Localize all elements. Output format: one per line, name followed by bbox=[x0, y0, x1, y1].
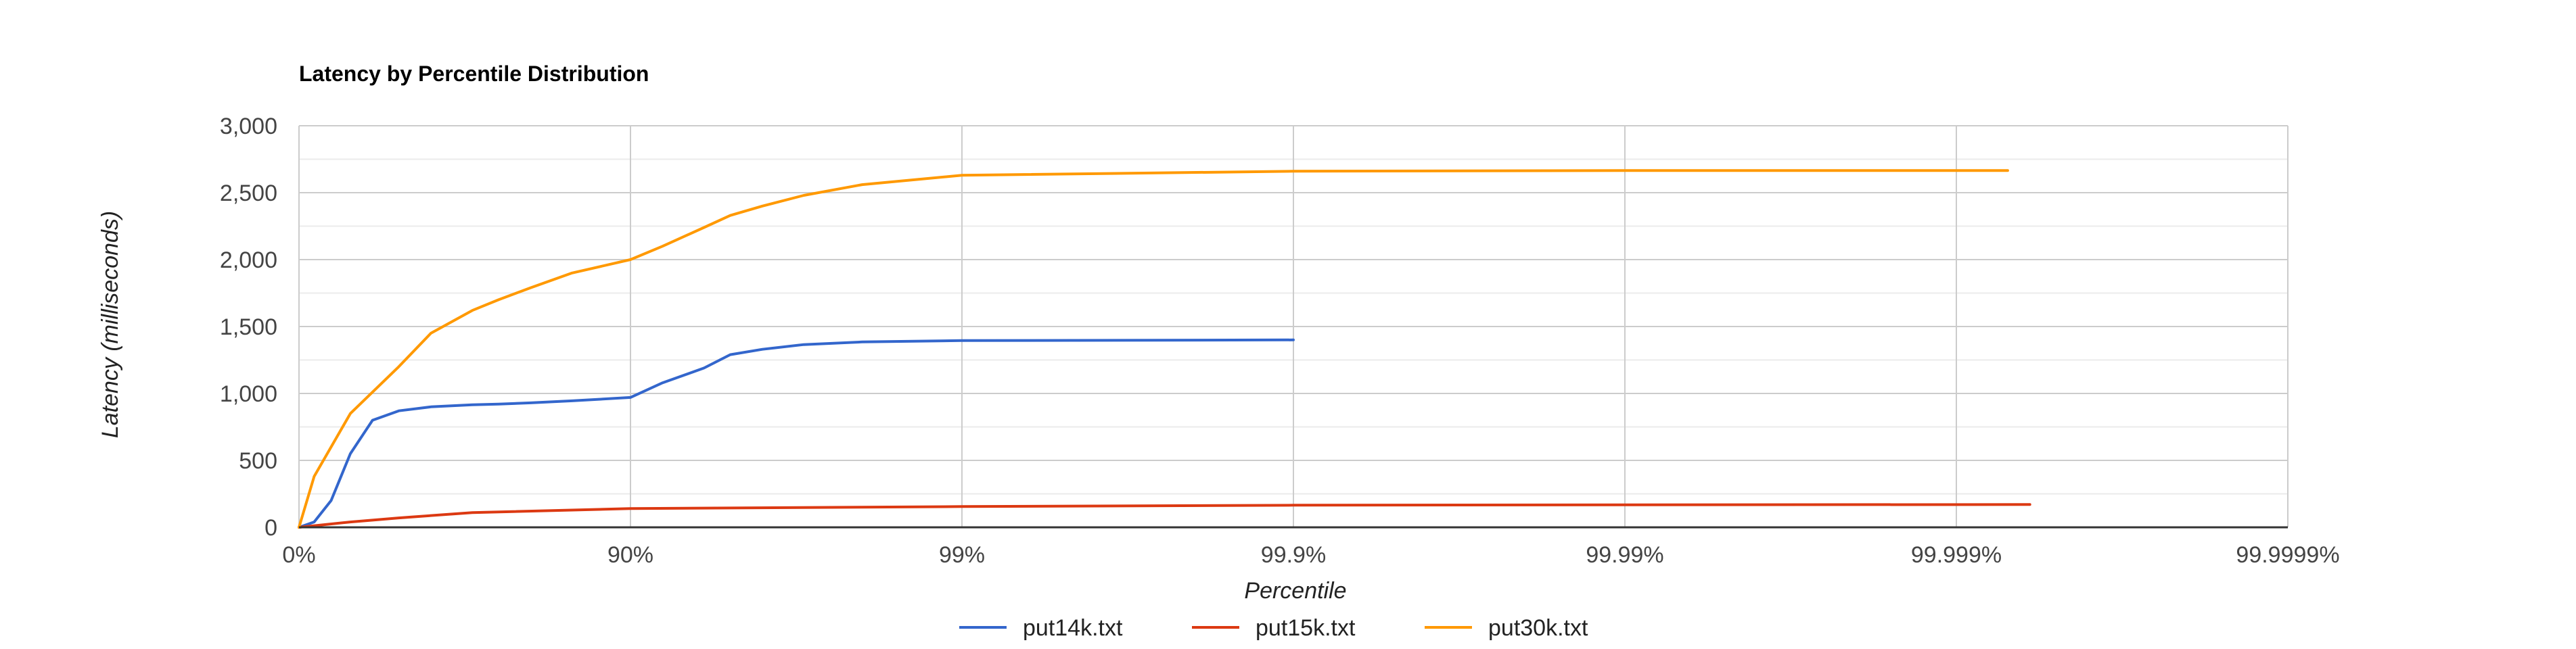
x-tick-label: 99.99% bbox=[1586, 542, 1663, 568]
y-tick-label: 3,000 bbox=[220, 114, 277, 139]
series-line-put30k bbox=[298, 169, 2009, 529]
y-tick-label: 0 bbox=[264, 515, 277, 541]
legend-item-put14k[interactable]: put14k.txt bbox=[959, 615, 1123, 641]
x-tick-label: 99.9% bbox=[1261, 542, 1326, 568]
legend-label: put15k.txt bbox=[1256, 615, 1356, 641]
legend-item-put30k[interactable]: put30k.txt bbox=[1425, 615, 1588, 641]
chart-title: Latency by Percentile Distribution bbox=[299, 62, 649, 86]
x-tick-label: 99.9999% bbox=[2236, 542, 2339, 568]
legend-label: put14k.txt bbox=[1023, 615, 1123, 641]
x-axis-title: Percentile bbox=[1244, 578, 1346, 604]
y-tick-label: 500 bbox=[239, 448, 277, 474]
y-tick-label: 2,000 bbox=[220, 247, 277, 273]
legend-item-put15k[interactable]: put15k.txt bbox=[1192, 615, 1356, 641]
legend-label: put30k.txt bbox=[1488, 615, 1588, 641]
series-line-put14k bbox=[298, 338, 1295, 529]
series-lines bbox=[298, 169, 2031, 529]
y-axis-title: Latency (milliseconds) bbox=[97, 211, 123, 438]
x-tick-label: 0% bbox=[282, 542, 315, 568]
y-tick-label: 1,000 bbox=[220, 381, 277, 407]
axes: 0 500 1,000 1,500 2,000 2,500 3,000 0% 90% 99% 99.… bbox=[220, 114, 2340, 568]
x-tick-label: 99% bbox=[939, 542, 985, 568]
series-line-put15k bbox=[298, 503, 2031, 529]
x-tick-label: 99.999% bbox=[1911, 542, 2002, 568]
y-tick-label: 1,500 bbox=[220, 314, 277, 340]
x-tick-label: 90% bbox=[607, 542, 653, 568]
legend: put14k.txt put15k.txt put30k.txt bbox=[959, 615, 1588, 641]
y-tick-label: 2,500 bbox=[220, 181, 277, 206]
grid bbox=[298, 125, 2288, 527]
